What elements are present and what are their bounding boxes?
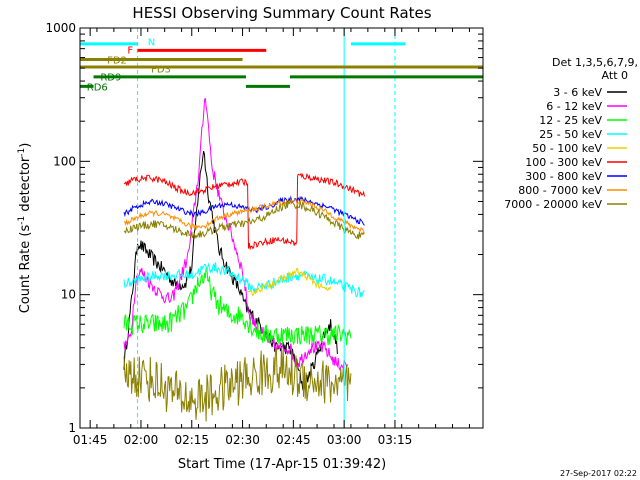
series-layer — [123, 97, 365, 422]
legend-label: 50 - 100 keV — [532, 142, 602, 155]
legend-label: 3 - 6 keV — [553, 86, 602, 99]
flag-label: FD2 — [107, 56, 127, 67]
x-tick-label: 02:00 — [124, 433, 159, 447]
x-tick-label: 03:15 — [378, 433, 413, 447]
plot-frame — [79, 27, 484, 429]
legend-label: 7000 - 20000 keV — [504, 198, 602, 211]
series-line — [123, 150, 338, 393]
series-line — [123, 346, 352, 422]
series-line — [123, 199, 365, 240]
y-axis-label: Count Rate (s-1 detector-1) — [17, 143, 33, 314]
x-tick-label: 02:30 — [225, 433, 260, 447]
axis-layer: 1 10 100 1000 01:45 02:00 02:15 02:30 02:45 03:00… — [45, 21, 483, 447]
series-line — [123, 195, 365, 226]
legend-label: 300 - 800 keV — [525, 170, 602, 183]
legend-label: 6 - 12 keV — [546, 100, 602, 113]
y-tick-label: 100 — [53, 154, 76, 168]
y-tick-label: 1 — [68, 421, 76, 435]
series-line — [123, 266, 352, 346]
legend-label: 25 - 50 keV — [539, 128, 602, 141]
legend-header-attenuator: Att 0 — [602, 69, 628, 82]
flag-label: F — [127, 45, 133, 56]
footer-date: 27-Sep-2017 02:22 — [560, 469, 637, 478]
legend-label: 100 - 300 keV — [525, 156, 602, 169]
series-line — [123, 172, 365, 251]
legend-header-detectors: Det 1,3,5,6,7,9, — [552, 56, 638, 69]
y-tick-label: 1000 — [45, 21, 76, 35]
flag-label: N — [148, 38, 155, 49]
series-line — [123, 97, 348, 371]
x-tick-label: 02:45 — [276, 433, 311, 447]
series-line — [247, 267, 332, 297]
series-line — [123, 198, 365, 234]
x-tick-label: 03:00 — [327, 433, 362, 447]
chart-title: HESSI Observing Summary Count Rates — [132, 4, 431, 22]
series-line — [123, 262, 365, 298]
flag-label: FD3 — [151, 65, 171, 76]
flag-label: RD9 — [100, 73, 121, 84]
legend-label: 12 - 25 keV — [539, 114, 602, 127]
flag-label: RD6 — [87, 82, 108, 93]
y-tick-label: 10 — [61, 288, 76, 302]
x-axis-label: Start Time (17-Apr-15 01:39:42) — [178, 457, 386, 472]
legend-label: 800 - 7000 keV — [518, 184, 602, 197]
x-tick-label: 01:45 — [73, 433, 108, 447]
x-tick-label: 02:15 — [174, 433, 209, 447]
